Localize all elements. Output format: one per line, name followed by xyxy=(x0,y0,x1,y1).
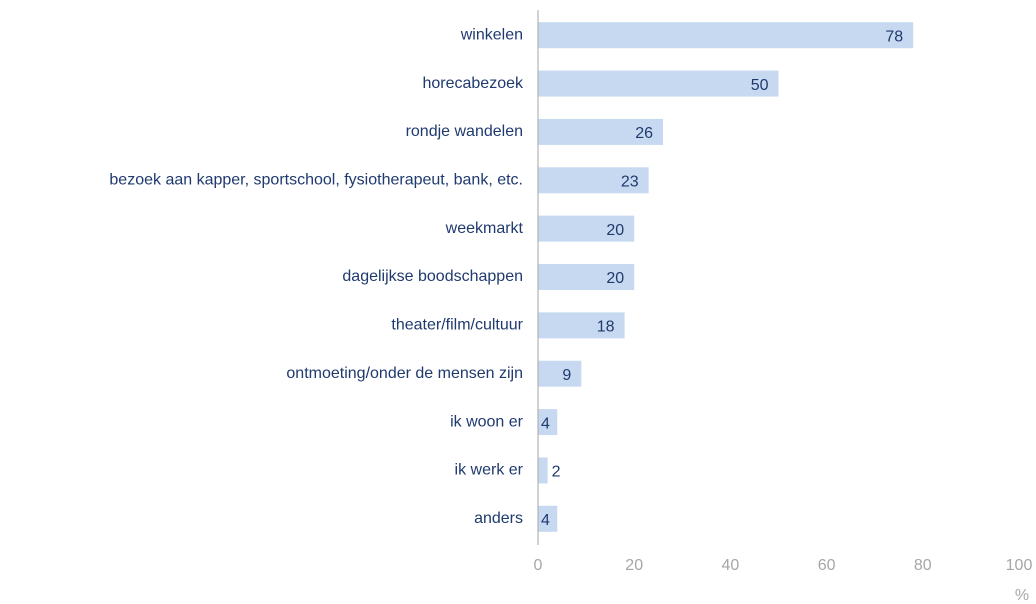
value-label: 78 xyxy=(885,28,903,45)
bar xyxy=(538,409,558,436)
y-tick-label: horecabezoek xyxy=(422,75,524,92)
y-tick-label: winkelen xyxy=(460,26,523,43)
y-tick-label: anders xyxy=(474,510,523,527)
x-tick-label: 40 xyxy=(722,557,740,574)
value-label: 18 xyxy=(597,319,615,336)
bar xyxy=(538,264,635,290)
value-label: 4 xyxy=(541,415,550,432)
value-label: 20 xyxy=(606,222,624,239)
y-tick-label: rondje wandelen xyxy=(406,123,523,140)
bar xyxy=(538,360,582,387)
y-tick-label: ik werk er xyxy=(455,462,524,479)
y-tick-label: bezoek aan kapper, sportschool, fysiothe… xyxy=(109,171,523,188)
bar xyxy=(538,118,664,145)
x-tick-label: 80 xyxy=(914,557,932,574)
x-tick-label: 20 xyxy=(625,557,643,574)
bar xyxy=(538,70,779,97)
y-tick-label: theater/film/cultuur xyxy=(391,317,523,334)
x-tick-label: 100 xyxy=(1006,557,1033,574)
bar xyxy=(538,215,635,242)
value-label: 23 xyxy=(621,173,639,190)
x-axis-label: % xyxy=(1015,587,1029,604)
bar xyxy=(538,505,558,532)
value-label: 9 xyxy=(562,367,571,384)
value-label: 50 xyxy=(751,77,769,94)
y-tick-label: weekmarkt xyxy=(445,220,524,237)
value-label: 2 xyxy=(552,464,561,481)
value-label: 20 xyxy=(606,270,624,287)
bar xyxy=(538,22,914,49)
y-tick-label: ik woon er xyxy=(450,413,524,430)
bar xyxy=(538,457,548,484)
bar xyxy=(538,312,625,339)
value-label: 4 xyxy=(541,512,550,529)
y-tick-label: ontmoeting/onder de mensen zijn xyxy=(286,365,523,382)
bar xyxy=(538,167,649,194)
x-tick-label: 0 xyxy=(534,557,543,574)
y-tick-label: dagelijkse boodschappen xyxy=(342,268,523,285)
value-label: 26 xyxy=(635,125,653,142)
x-tick-label: 60 xyxy=(818,557,836,574)
